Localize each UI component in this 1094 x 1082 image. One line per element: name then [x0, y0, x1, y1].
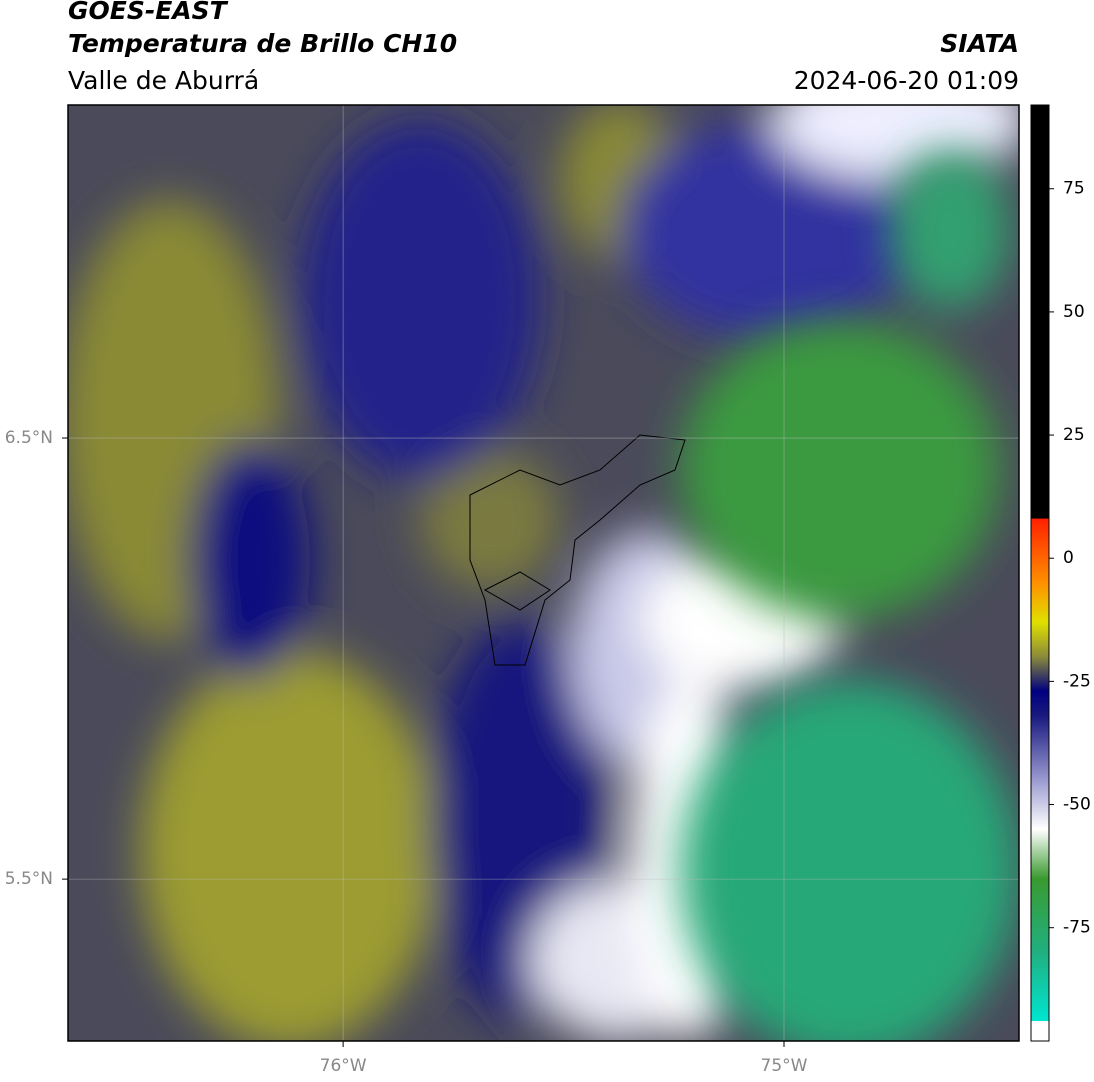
datetime: 2024-06-20 01:09 [794, 66, 1019, 95]
colorbar-tick-label: -75 [1063, 918, 1091, 938]
title: Temperatura de Brillo CH10 [68, 29, 457, 58]
region: Valle de Aburrá [68, 66, 259, 95]
colorbar [1030, 104, 1050, 1042]
colorbar-tick-label: -25 [1063, 671, 1091, 691]
y-tick-label: 5.5°N [5, 869, 53, 889]
x-tick-label: 76°W [320, 1056, 367, 1076]
colorbar-tick-label: 25 [1063, 425, 1085, 445]
map-frame [67, 104, 1020, 1042]
graticule [68, 105, 1019, 1041]
colorbar-tick-label: 75 [1063, 179, 1085, 199]
source: GOES-EAST [68, 0, 229, 25]
x-tick-label: 75°W [761, 1056, 808, 1076]
y-tick-label: 6.5°N [5, 428, 53, 448]
colorbar-tick-label: 50 [1063, 302, 1085, 322]
municipal-boundaries [469, 434, 686, 666]
colorbar-tick-label: -50 [1063, 795, 1091, 815]
colorbar-tick-label: 0 [1063, 548, 1074, 568]
agency: SIATA [940, 29, 1019, 58]
satellite-field [68, 105, 1019, 1041]
